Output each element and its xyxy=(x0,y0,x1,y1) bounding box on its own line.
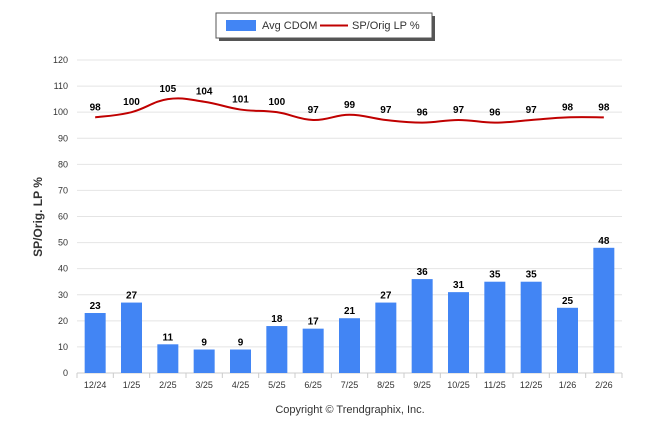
y-tick-label: 30 xyxy=(58,290,68,300)
y-tick-label: 10 xyxy=(58,342,68,352)
y-tick-label: 60 xyxy=(58,212,68,222)
y-tick-label: 70 xyxy=(58,185,68,195)
y-tick-label: 90 xyxy=(58,133,68,143)
bar-value-label: 9 xyxy=(201,338,207,349)
x-tick-label: 1/26 xyxy=(559,380,577,390)
line-value-label: 101 xyxy=(232,95,249,106)
bar xyxy=(302,328,324,373)
bar-value-label: 31 xyxy=(453,280,465,291)
y-tick-label: 50 xyxy=(58,238,68,248)
legend-swatch-avg-cdom xyxy=(226,20,256,31)
line-value-label: 97 xyxy=(526,105,538,116)
line-series-sp-orig xyxy=(95,97,604,124)
line-value-label: 96 xyxy=(489,108,501,119)
y-tick-label: 100 xyxy=(53,107,68,117)
line-value-label: 98 xyxy=(562,102,574,113)
y-tick-label: 110 xyxy=(54,81,68,91)
line-value-label: 100 xyxy=(268,97,285,108)
line-value-label: 97 xyxy=(453,105,465,116)
legend-label-avg-cdom: Avg CDOM xyxy=(262,20,317,32)
bar-series-avg-cdom xyxy=(84,247,615,373)
x-tick-label: 2/26 xyxy=(595,380,613,390)
bar xyxy=(484,281,506,373)
bar xyxy=(230,349,251,373)
legend: Avg CDOM SP/Orig LP % xyxy=(215,12,435,41)
bar xyxy=(520,281,542,373)
y-tick-label: 40 xyxy=(58,264,68,274)
x-tick-label: 12/25 xyxy=(520,380,543,390)
bar xyxy=(266,326,288,373)
x-tick-label: 12/24 xyxy=(84,380,107,390)
bar-value-label: 25 xyxy=(562,296,574,307)
line-value-label: 97 xyxy=(308,105,320,116)
x-tick-label: 2/25 xyxy=(159,380,177,390)
bar-labels: 23 27 11 9 9 18 17 21 27 36 31 35 35 25 48 xyxy=(90,236,610,349)
bar xyxy=(448,292,469,373)
bar-value-label: 9 xyxy=(238,338,244,349)
bar-value-label: 35 xyxy=(489,270,501,281)
bar xyxy=(557,307,578,373)
x-tick-label: 7/25 xyxy=(341,380,359,390)
bar xyxy=(193,349,215,373)
x-tick-label: 9/25 xyxy=(413,380,431,390)
line-value-label: 98 xyxy=(598,102,610,113)
y-axis-ticks: 0 10 20 30 40 50 60 70 80 90 100 110 120 xyxy=(53,55,68,378)
y-tick-label: 0 xyxy=(63,368,68,378)
bar xyxy=(157,344,179,373)
bar-value-label: 27 xyxy=(380,291,392,302)
x-tick-label: 6/25 xyxy=(304,380,322,390)
x-tick-label: 11/25 xyxy=(484,380,506,390)
bar-value-label: 27 xyxy=(126,291,138,302)
line-value-label: 99 xyxy=(344,100,356,111)
bar-value-label: 21 xyxy=(344,306,356,317)
x-tick-label: 4/25 xyxy=(232,380,250,390)
line-value-label: 104 xyxy=(196,87,213,98)
copyright-footer: Copyright © Trendgraphix, Inc. xyxy=(275,404,424,416)
x-tick-label: 5/25 xyxy=(268,380,286,390)
line-value-label: 100 xyxy=(123,97,140,108)
bar xyxy=(593,247,615,373)
line-value-label: 96 xyxy=(417,108,429,119)
bar-value-label: 36 xyxy=(417,267,429,278)
y-axis-title: SP/Orig. LP % xyxy=(31,177,45,257)
bar xyxy=(84,313,106,373)
y-tick-label: 80 xyxy=(58,159,68,169)
y-tick-label: 120 xyxy=(53,55,68,65)
bar-value-label: 11 xyxy=(163,332,174,343)
bar-value-label: 17 xyxy=(308,317,320,328)
x-tick-label: 1/25 xyxy=(123,380,141,390)
sp-orig-line xyxy=(95,97,604,124)
line-value-label: 105 xyxy=(159,84,176,95)
bar xyxy=(121,302,142,373)
x-axis-ticks: 12/24 1/25 2/25 3/25 4/25 5/25 6/25 7/25 8/25 9/2… xyxy=(76,373,623,390)
bar xyxy=(339,318,360,373)
line-value-label: 97 xyxy=(380,105,392,116)
bar-value-label: 35 xyxy=(526,270,538,281)
x-tick-label: 3/25 xyxy=(195,380,213,390)
bar-value-label: 18 xyxy=(271,314,283,325)
line-labels: 98 100 105 104 101 100 97 99 97 96 97 96 97 98 98 xyxy=(90,84,610,118)
x-tick-label: 10/25 xyxy=(447,380,470,390)
x-tick-label: 8/25 xyxy=(377,380,395,390)
y-tick-label: 20 xyxy=(58,316,68,326)
bar-value-label: 23 xyxy=(90,301,102,312)
bar xyxy=(411,279,433,373)
bar-value-label: 48 xyxy=(598,236,610,247)
line-value-label: 98 xyxy=(90,102,102,113)
legend-label-sp-orig: SP/Orig LP % xyxy=(352,20,420,32)
bar xyxy=(375,302,397,373)
